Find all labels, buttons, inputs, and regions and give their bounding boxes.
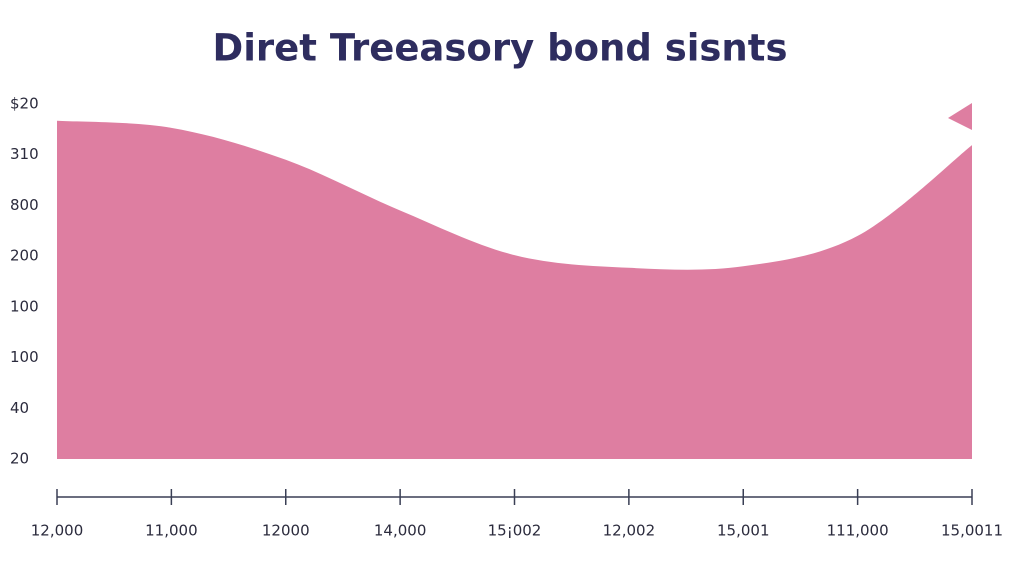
x-tick-label: 14,000 bbox=[374, 522, 427, 540]
area bbox=[57, 120, 972, 459]
y-tick-label: 310 bbox=[10, 145, 39, 163]
x-tick-label: 12000 bbox=[262, 522, 310, 540]
y-tick-label: 100 bbox=[10, 297, 39, 315]
chart-title: Diret Treeasory bond sisnts bbox=[213, 27, 788, 70]
decoration bbox=[948, 103, 972, 130]
y-tick-label: $20 bbox=[10, 95, 39, 113]
x-tick-label: 15¡002 bbox=[488, 522, 542, 540]
y-tick-label: 40 bbox=[10, 399, 29, 417]
y-tick-label: 100 bbox=[10, 348, 39, 366]
x-tick-label: 11,000 bbox=[145, 522, 198, 540]
x-tick-label: 12,000 bbox=[31, 522, 84, 540]
x-tick-label: 15,001 bbox=[717, 522, 770, 540]
y-tick-label: 200 bbox=[10, 247, 39, 265]
x-tick-label: 111,000 bbox=[827, 522, 889, 540]
y-tick-label: 20 bbox=[10, 450, 29, 468]
x-tick-label: 15,0011 bbox=[941, 522, 1003, 540]
x-tick-label: 12,002 bbox=[603, 522, 656, 540]
y-tick-label: 800 bbox=[10, 196, 39, 214]
